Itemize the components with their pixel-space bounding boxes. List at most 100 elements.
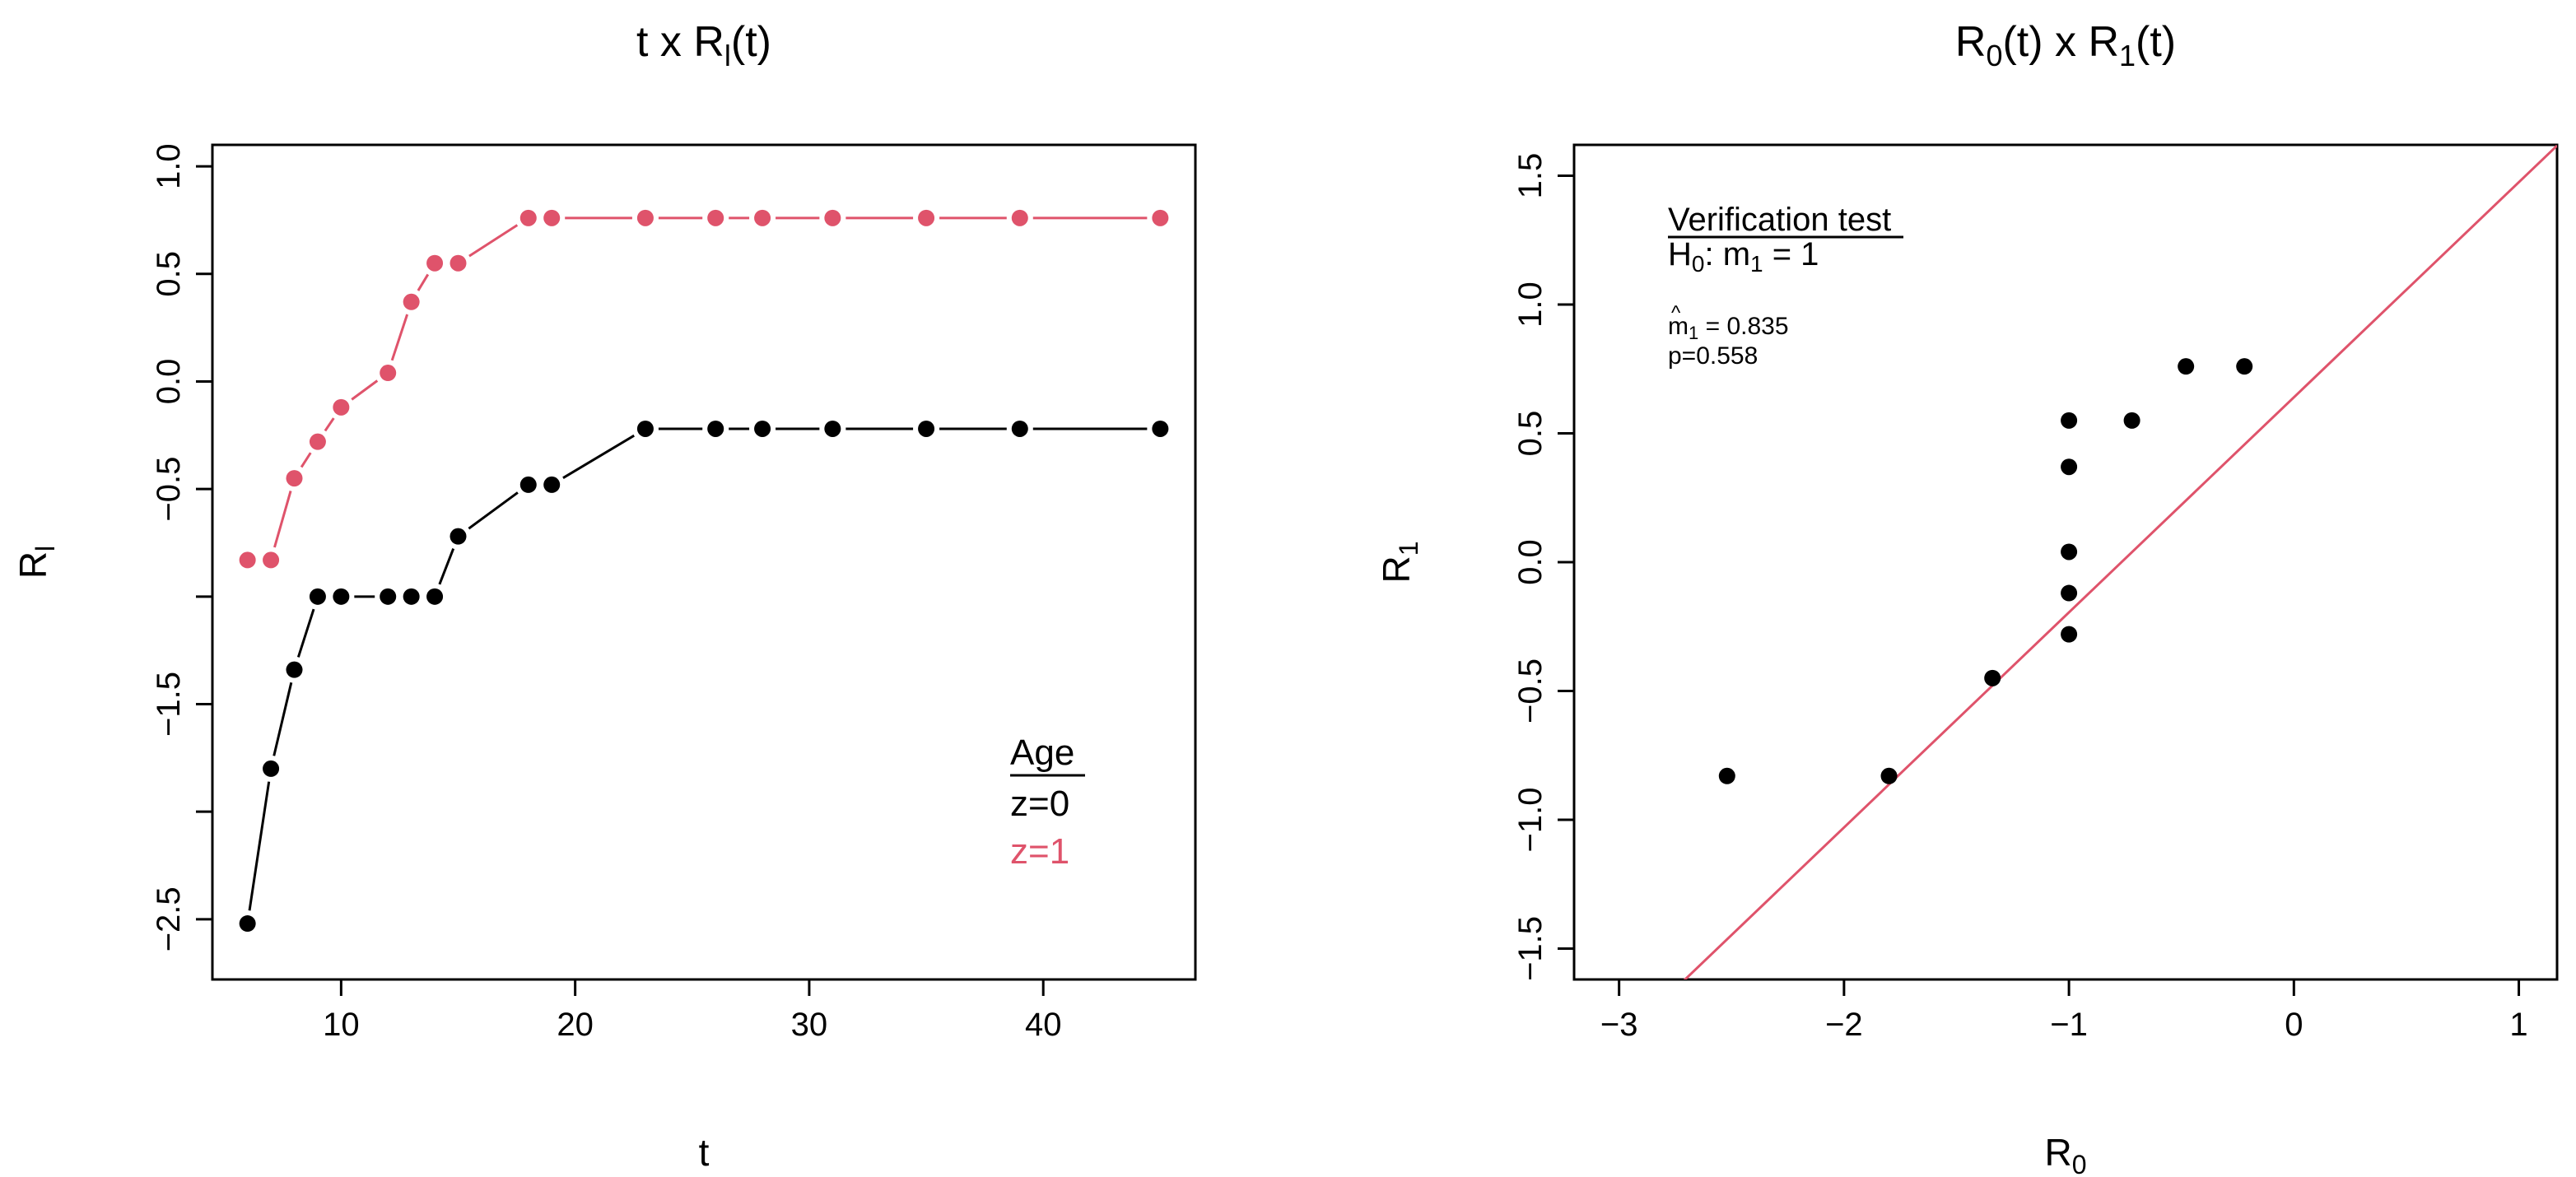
right-x-axis: −3 −2 −1 0 1 <box>1600 979 2528 1043</box>
annotation-title: Verification test <box>1668 202 1891 238</box>
left-x-axis: 10 20 30 40 <box>323 979 1061 1043</box>
series-0-segment <box>248 781 271 911</box>
right-y-tick-label: 1.5 <box>1512 153 1549 199</box>
series-1-point <box>333 398 350 416</box>
series-0-point <box>1011 420 1028 437</box>
series-0-point <box>403 588 420 605</box>
series-1-point <box>1152 209 1169 226</box>
right-chart-title: R0(t) x R1(t) <box>1955 18 2176 72</box>
series-1-point <box>380 365 397 382</box>
series-1-point <box>636 209 654 226</box>
scatter-point <box>2061 458 2078 476</box>
series-0-point <box>450 528 467 545</box>
right-fit-group <box>1683 145 2557 979</box>
verification-annotation: Verification test H0: m1 = 1 ^ m1 = 0.83… <box>1668 202 1903 370</box>
series-0-point <box>519 476 537 493</box>
series-0-point <box>918 420 935 437</box>
series-0-segment <box>438 548 455 585</box>
series-0-segment <box>468 491 519 530</box>
series-1-segment <box>351 379 379 401</box>
left-y-axis-label: Rl <box>12 546 60 579</box>
scatter-point <box>2061 626 2078 643</box>
series-1-point <box>239 551 256 569</box>
left-x-tick-label: 20 <box>557 1007 594 1043</box>
series-1-point <box>707 209 724 226</box>
right-x-tick-label: 1 <box>2509 1007 2527 1043</box>
right-x-tick-label: −2 <box>1825 1007 1863 1043</box>
right-x-axis-label: R0 <box>2044 1131 2086 1177</box>
scatter-point <box>2178 358 2195 375</box>
right-panel: R0(t) x R1(t) −3 −2 −1 0 1 1.5 1.0 0.5 0.0 −0.5 −… <box>1375 18 2559 1177</box>
legend: Age z=0 z=1 <box>1010 733 1085 872</box>
scatter-point <box>2061 543 2078 561</box>
series-1-point <box>263 551 280 569</box>
left-series <box>239 209 1169 933</box>
left-x-tick-label: 10 <box>323 1007 360 1043</box>
right-x-tick-label: −1 <box>2050 1007 2088 1043</box>
series-0-segment <box>296 608 315 658</box>
left-y-tick-label: −0.5 <box>151 457 187 522</box>
left-x-tick-label: 40 <box>1025 1007 1062 1043</box>
annotation-pvalue: p=0.558 <box>1668 342 1758 370</box>
series-0-point <box>636 420 654 437</box>
series-0-point <box>263 760 280 777</box>
series-0-point <box>309 588 326 605</box>
left-y-tick-label: −2.5 <box>151 886 187 951</box>
series-1-segment <box>417 273 430 291</box>
annotation-estimate: m1 = 0.835 <box>1668 313 1789 343</box>
legend-entry-z1: z=1 <box>1010 831 1069 872</box>
series-1-point <box>426 254 444 272</box>
right-y-axis-label: R1 <box>1375 541 1423 583</box>
scatter-point <box>2061 584 2078 602</box>
annotation-hat: ^ <box>1671 302 1681 324</box>
series-1-point <box>543 209 561 226</box>
scatter-point <box>1984 669 2001 686</box>
series-1-point <box>1011 209 1028 226</box>
series-1-segment <box>300 452 312 468</box>
series-0-segment <box>273 682 293 756</box>
series-1-point <box>918 209 935 226</box>
fit-line <box>1683 145 2557 979</box>
right-y-axis: 1.5 1.0 0.5 0.0 −0.5 −1.0 −1.5 <box>1512 153 1574 981</box>
series-0-point <box>1152 420 1169 437</box>
legend-entry-z0: z=0 <box>1010 784 1069 824</box>
annotation-hypothesis: H0: m1 = 1 <box>1668 236 1819 277</box>
right-x-tick-label: −3 <box>1600 1007 1638 1043</box>
left-x-axis-label: t <box>699 1131 710 1174</box>
left-y-tick-label: −1.5 <box>151 672 187 737</box>
right-y-tick-label: −0.5 <box>1512 658 1549 723</box>
scatter-point <box>1718 767 1735 784</box>
series-1-point <box>403 293 420 310</box>
series-1-segment <box>273 491 292 548</box>
series-0-point <box>380 588 397 605</box>
right-y-tick-label: 1.0 <box>1512 281 1549 328</box>
series-0-point <box>707 420 724 437</box>
left-x-tick-label: 30 <box>791 1007 828 1043</box>
series-1-point <box>286 470 303 487</box>
legend-title: Age <box>1010 733 1074 773</box>
left-plot-frame <box>211 143 1197 981</box>
series-0-point <box>239 915 256 933</box>
series-1-segment <box>468 224 519 258</box>
scatter-point <box>1880 767 1898 784</box>
series-1-point <box>519 209 537 226</box>
left-y-tick-label: 0.5 <box>151 251 187 297</box>
left-panel: t x Rl(t) 10 20 30 40 1.0 0.5 0.0 −0.5 −1.5 −2.5… <box>12 18 1197 1174</box>
series-0-point <box>426 588 444 605</box>
series-1-point <box>309 433 326 450</box>
right-y-tick-label: −1.0 <box>1512 787 1549 852</box>
right-x-tick-label: 0 <box>2285 1007 2303 1043</box>
series-1-segment <box>324 417 335 432</box>
scatter-point <box>2236 358 2253 375</box>
series-1-point <box>754 209 771 226</box>
left-y-axis: 1.0 0.5 0.0 −0.5 −1.5 −2.5 <box>151 143 212 951</box>
left-chart-title: t x Rl(t) <box>636 18 771 72</box>
right-y-tick-label: −1.5 <box>1512 916 1549 981</box>
left-y-tick-label: 0.0 <box>151 359 187 405</box>
series-0-point <box>543 476 561 493</box>
series-0-segment <box>562 434 635 479</box>
scatter-point <box>2061 412 2078 429</box>
right-y-tick-label: 0.0 <box>1512 539 1549 585</box>
series-0-point <box>286 661 303 678</box>
